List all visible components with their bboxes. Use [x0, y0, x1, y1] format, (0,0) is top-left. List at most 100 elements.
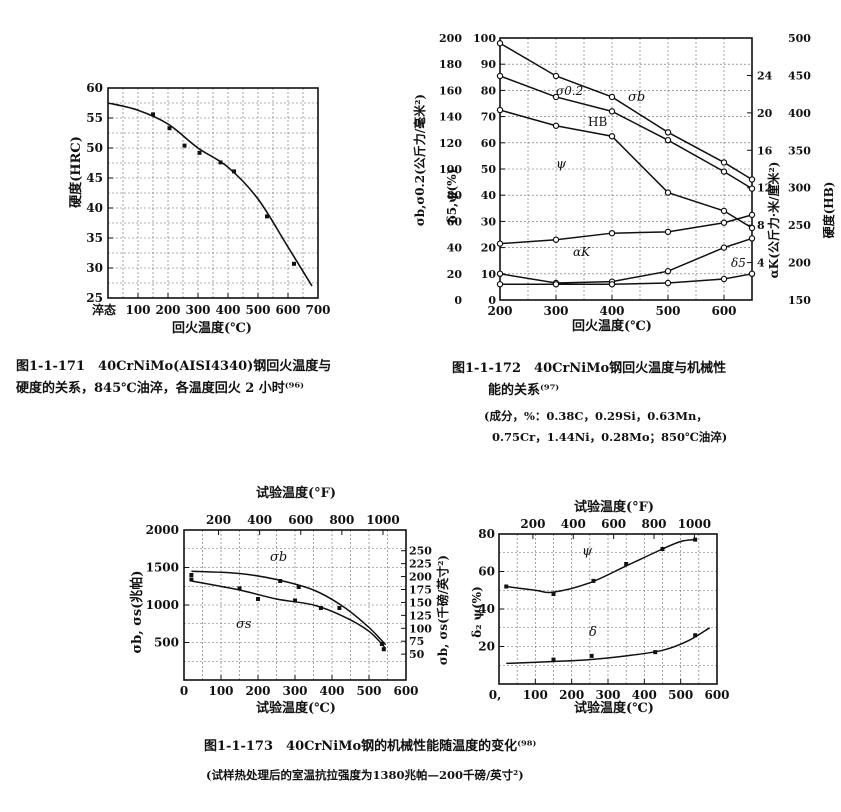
chart-172-ytick-strength: 180 [439, 58, 462, 71]
chart-173a-ylabel-left: σb, σs(兆帕) [129, 571, 145, 654]
chart-171: 淬态 100 200 300 400 500 600 7002530354045505560 … [68, 81, 331, 336]
chart-172-ytick-hb: 400 [788, 107, 811, 120]
chart-173b-data-point [693, 537, 698, 542]
chart-172-ytick-percent: 70 [481, 111, 497, 124]
chart-172-ylabel-percent: δ5,ψ(%) [445, 169, 459, 224]
chart-173a-rtick-label: 125 [409, 609, 432, 622]
chart-172-data-point [664, 267, 672, 275]
chart-173b-xtick-label: 400 [632, 688, 657, 702]
chart-173b-data-point [660, 547, 665, 551]
chart-173a-xtick-label: 600 [393, 684, 418, 698]
caption-172-sub: (成分，%：0.38C，0.29Si，0.63Mn， 0.75Cr，1.44Ni… [484, 406, 727, 448]
chart-172-ytick-percent: 30 [481, 215, 497, 228]
chart-173a-data-point [318, 606, 323, 610]
chart-172-xtick-label: 500 [655, 304, 680, 318]
chart-173a-toptick-label: 600 [288, 513, 313, 527]
chart-173b-data-point [551, 657, 556, 662]
chart-172-ytick-ak: 12 [757, 182, 772, 195]
chart-173a-toptick-label: 800 [329, 513, 354, 527]
chart-172-data-point [496, 106, 504, 114]
chart-172-ylabel-hb: 硬度(HB) [821, 182, 836, 239]
chart-173b-ytick-label: 40 [478, 602, 495, 616]
chart-172-data-point [552, 236, 560, 243]
chart-172-ytick-hb: 250 [788, 219, 811, 232]
chart-172-ytick-strength: 60 [447, 215, 463, 228]
chart-171-data-point [151, 112, 155, 117]
chart-172-ytick-ak: 20 [757, 107, 773, 120]
chart-173a-xtick-label: 500 [356, 684, 381, 698]
chart-173b-label-psi: ψ [582, 544, 593, 559]
chart-173a-data-point [381, 647, 386, 652]
chart-173a-xtick-label: 300 [282, 684, 307, 698]
chart-171-grid [108, 88, 318, 298]
chart-172-data-point [496, 72, 504, 80]
chart-172-series-line [499, 214, 753, 245]
caption-171-line1: 图1-1-171 40CrNiMo(AISI4340)钢回火温度与 [16, 359, 332, 374]
chart-173a-rtick-label: 150 [409, 596, 432, 609]
chart-172-data-point [552, 122, 560, 129]
chart-172-ytick-hb: 500 [788, 32, 811, 45]
chart-173a-grid [184, 530, 406, 680]
chart-172-data-point [720, 168, 728, 175]
caption-173-sub: (试样热处理后的室温抗拉强度为1380兆帕—200千磅/英寸²) [206, 764, 524, 786]
chart-172-ytick-strength: 80 [447, 189, 463, 202]
chart-171-xlabel: 回火温度(℃) [172, 320, 252, 336]
chart-172-series-line [500, 273, 753, 286]
chart-172-data-point [552, 281, 560, 288]
chart-173a-curve [191, 580, 387, 650]
chart-172-data-point [720, 219, 728, 226]
chart-173a-xlabel: 试验温度(℃) [256, 700, 336, 716]
caption-173: 图1-1-173 40CrNiMo钢的机械性能随温度的变化⁽⁹⁸⁾ [204, 736, 536, 758]
chart-173b-grid [499, 534, 717, 684]
chart-173b-data-point [551, 592, 556, 596]
caption-171: 图1-1-171 40CrNiMo(AISI4340)钢回火温度与 硬度的关系，… [16, 356, 331, 400]
chart-172-label-hb: HB [588, 115, 607, 129]
chart-172-ytick-hb: 300 [788, 182, 811, 195]
chart-173b-data-point [693, 633, 698, 638]
chart-173a-top-label: 试验温度(°F) [256, 485, 336, 501]
chart-171-xtick-label: 200 [155, 303, 180, 317]
chart-172-ytick-percent: 60 [481, 137, 497, 150]
chart-173a-ytick-label: 2000 [146, 523, 179, 537]
chart-172-ytick-hb: 150 [788, 294, 811, 307]
chart-172-data-point [664, 129, 672, 136]
chart-172-ytick-strength: 20 [447, 268, 463, 281]
chart-172-series-line [499, 237, 753, 284]
chart-172-data-point [608, 229, 616, 237]
chart-171-ticks: 淬态 100 200 300 400 500 600 700 25 30 35 40 45 50 55 60 [86, 81, 330, 317]
chart-173a-rtick-label: 225 [409, 558, 432, 571]
chart-171-xtick-label: 600 [275, 303, 300, 317]
chart-172-ytick-percent: 90 [481, 58, 497, 71]
chart-173b-data-point [589, 653, 594, 658]
chart-173a-label-sb: σb [270, 550, 287, 565]
chart-172-ytick-hb: 350 [788, 144, 811, 157]
chart-172-grid [500, 38, 752, 300]
chart-172-ytick-percent: 10 [481, 268, 497, 281]
chart-171-ytick-label: 35 [86, 231, 103, 245]
chart-173b-data-point [653, 650, 658, 655]
chart-173b: 0, 100 200 300 400 500 600 20 40 60 80 200 400 600 800… [470, 499, 730, 716]
chart-173a-data-point [189, 577, 194, 582]
chart-172-data-point [664, 189, 672, 196]
chart-172-ytick-percent: 40 [481, 189, 497, 202]
chart-171-points [151, 112, 296, 266]
caption-173-sub-line1: (试样热处理后的室温抗拉强度为1380兆帕—200千磅/英寸²) [206, 768, 524, 782]
chart-172-label-sb: σb [628, 90, 645, 105]
chart-171-frame [107, 87, 319, 299]
chart-172-data-point [720, 244, 728, 251]
caption-173-line1: 图1-1-173 40CrNiMo钢的机械性能随温度的变化⁽⁹⁸⁾ [204, 739, 537, 754]
chart-172-ylabel-strength: σb,σ0.2(公斤力/毫米²) [412, 94, 427, 226]
chart-172-data-point [608, 108, 616, 115]
chart-172-xtick-label: 300 [543, 304, 568, 318]
chart-171-xtick-label: 淬态 [92, 302, 116, 317]
chart-171-ylabel: 硬度(HRC) [68, 136, 84, 208]
chart-172-data-point [748, 185, 756, 192]
chart-172-ytick-hb: 200 [788, 257, 811, 270]
caption-172-sub-line2: 0.75Cr，1.44Ni，0.28Mo；850℃油淬) [492, 430, 728, 444]
chart-173b-ytick-label: 60 [478, 565, 495, 579]
chart-172-ytick-percent: 80 [481, 84, 497, 97]
chart-172-ytick-percent: 50 [481, 163, 497, 176]
chart-173b-ytick-label: 80 [478, 527, 495, 541]
chart-173a-data-point [337, 606, 342, 610]
